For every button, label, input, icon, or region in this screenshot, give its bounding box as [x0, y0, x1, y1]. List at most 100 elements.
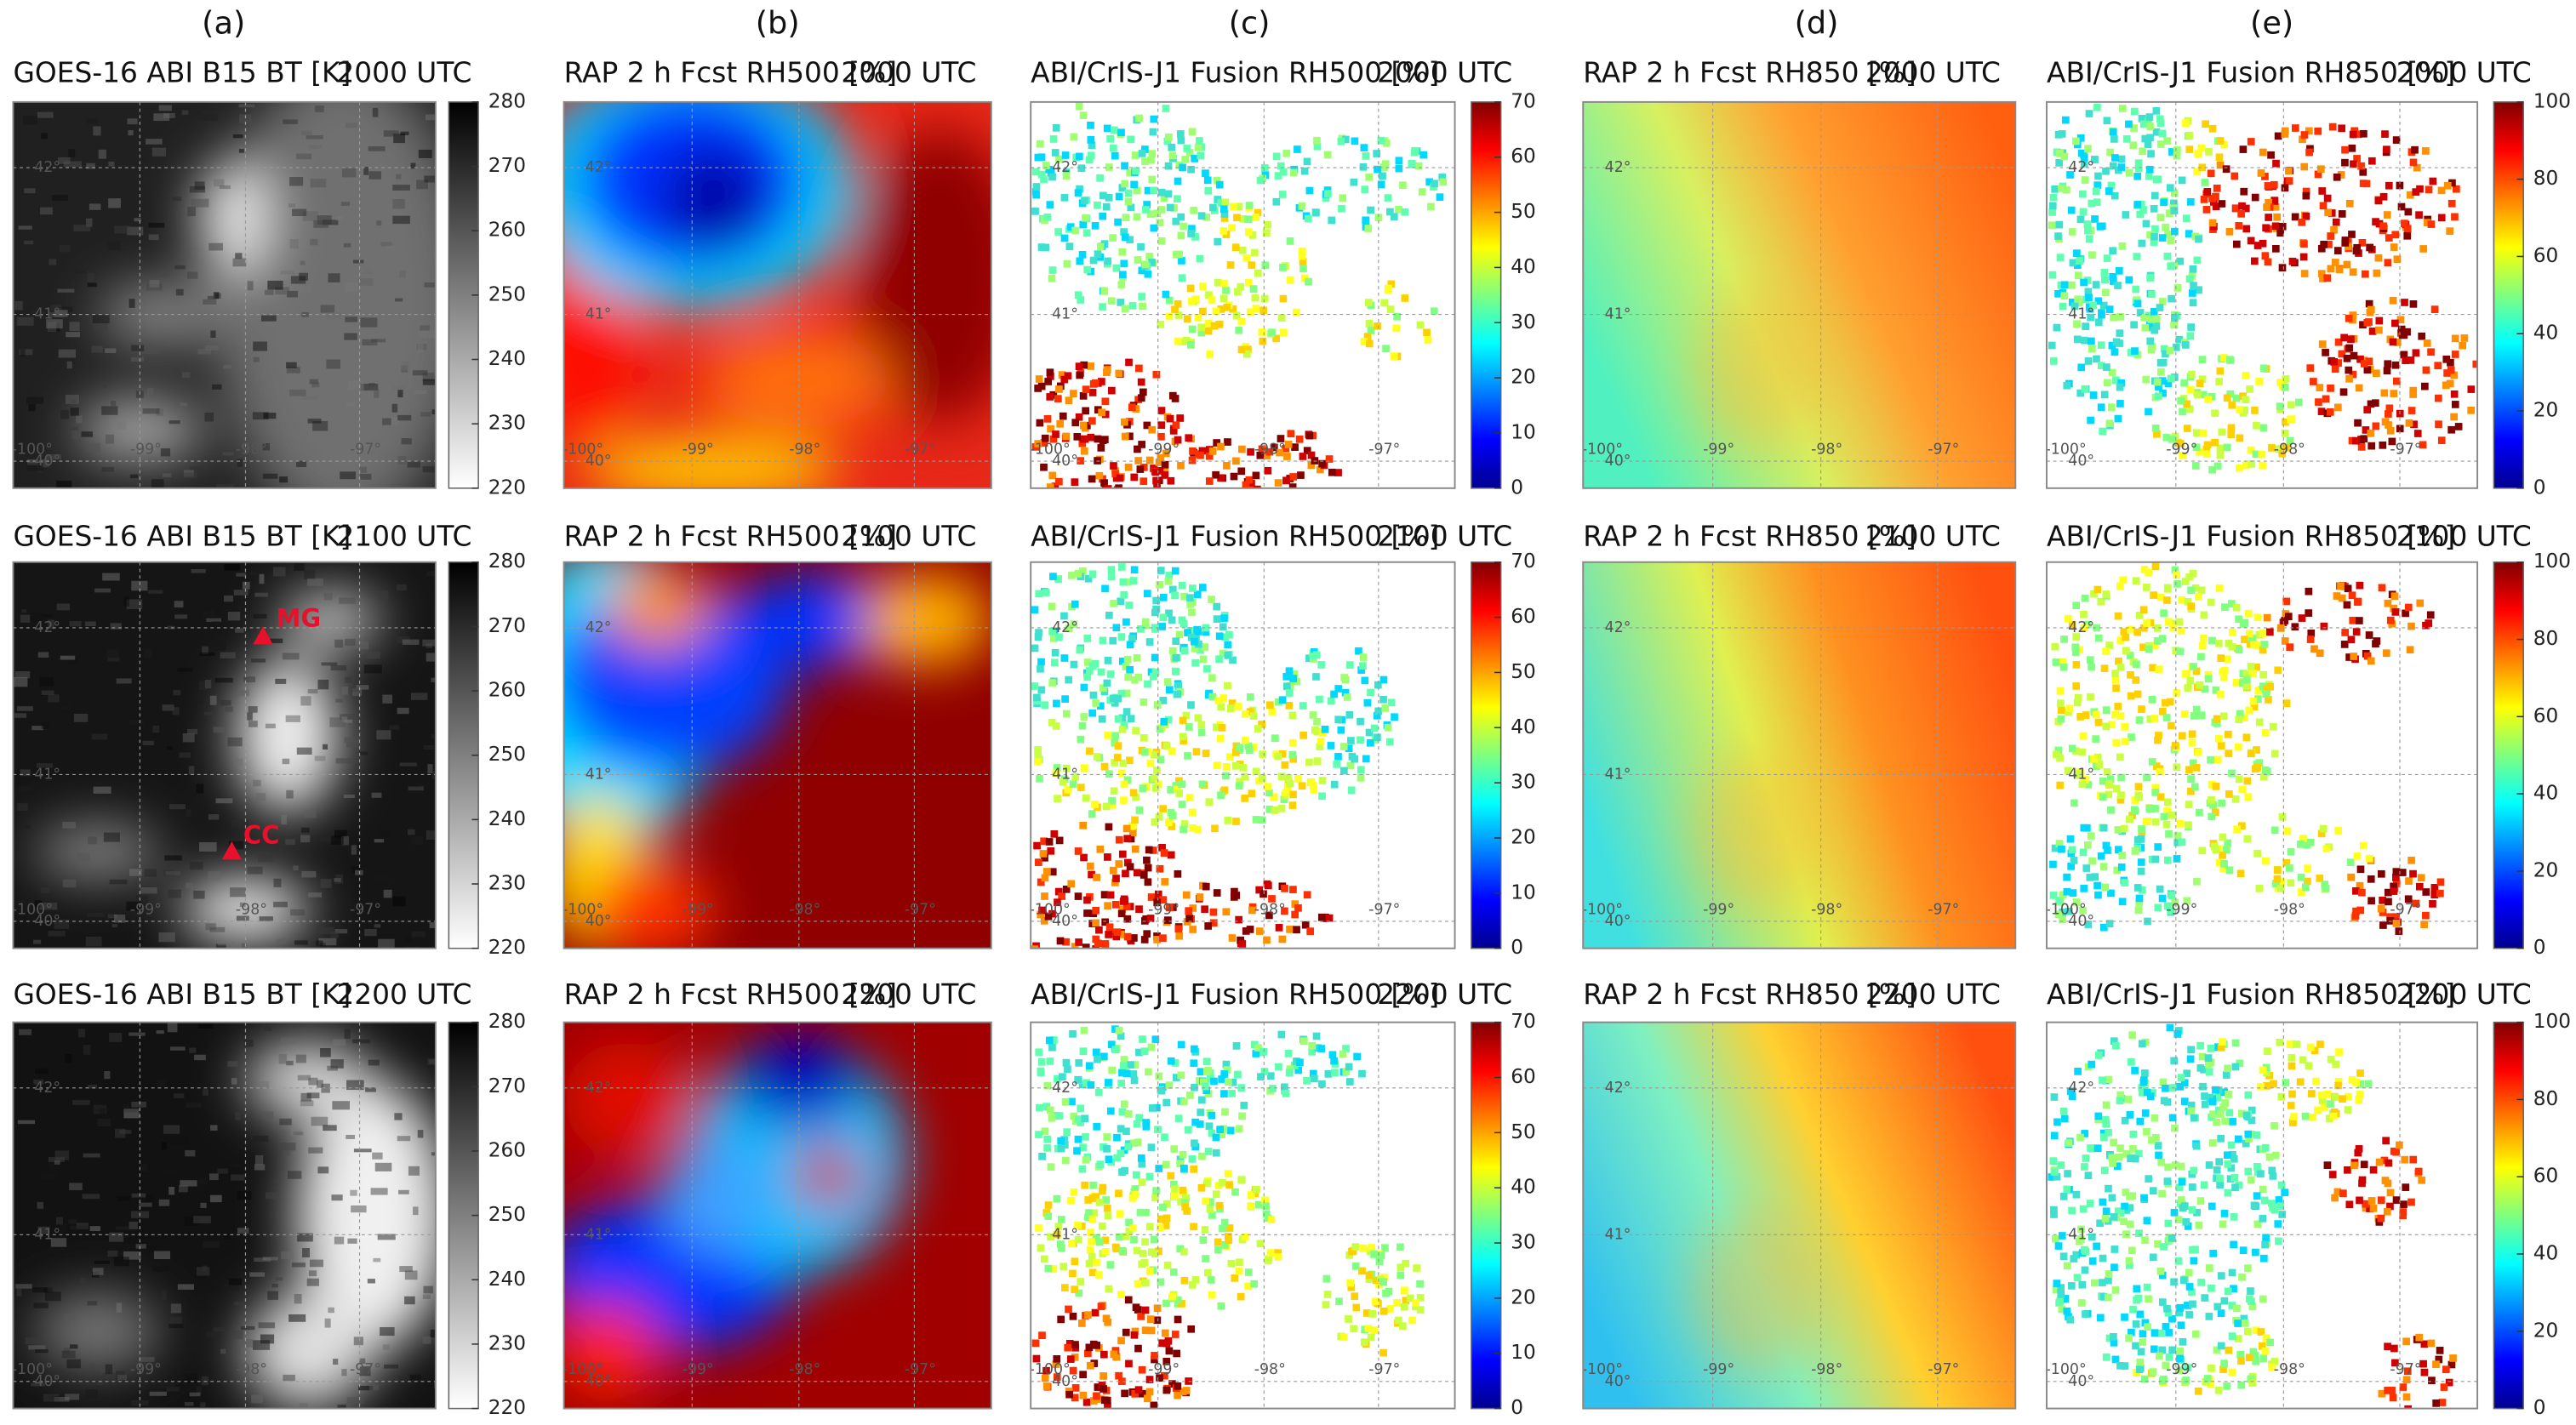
colorbar-tick-label: 270	[488, 1074, 526, 1097]
retrieval-pixel	[1047, 846, 1055, 855]
retrieval-pixel	[1104, 1211, 1112, 1220]
colorbar	[2493, 561, 2524, 949]
cloud-texture	[198, 841, 217, 852]
retrieval-pixel	[1178, 257, 1185, 265]
retrieval-pixel	[2403, 231, 2412, 240]
retrieval-pixel	[2232, 240, 2241, 248]
cloud-texture	[115, 1128, 126, 1138]
cloud-texture	[253, 1340, 271, 1350]
retrieval-pixel	[2147, 316, 2156, 323]
cloud-texture	[431, 677, 436, 682]
retrieval-pixel	[1075, 1289, 1083, 1297]
retrieval-pixel	[2352, 436, 2360, 445]
retrieval-pixel	[1137, 378, 1145, 386]
retrieval-pixel	[2447, 366, 2455, 374]
cloud-texture	[214, 179, 225, 187]
cloud-texture	[261, 374, 272, 380]
retrieval-pixel	[2198, 163, 2207, 172]
retrieval-pixel	[1115, 1233, 1123, 1241]
retrieval-pixel	[1078, 721, 1087, 730]
cloud-texture	[172, 197, 182, 202]
retrieval-pixel	[1241, 794, 1249, 802]
cloud-texture	[85, 936, 102, 947]
retrieval-pixel	[2170, 189, 2179, 197]
retrieval-pixel	[1257, 1073, 1265, 1081]
retrieval-pixel	[1238, 940, 1247, 948]
cloud-texture	[86, 442, 100, 453]
retrieval-pixel	[1425, 178, 1434, 186]
retrieval-pixel	[1136, 1208, 1145, 1217]
retrieval-pixel	[2097, 362, 2105, 369]
lat-label: 42°	[585, 159, 612, 176]
retrieval-pixel	[2349, 311, 2357, 319]
retrieval-pixel	[1157, 453, 1165, 462]
retrieval-pixel	[2378, 1389, 2386, 1398]
retrieval-pixel	[1204, 1148, 1213, 1155]
retrieval-pixel	[1245, 278, 1253, 287]
retrieval-pixel	[2242, 675, 2251, 684]
retrieval-pixel	[1198, 584, 1207, 591]
colorbar-tick-label: 280	[488, 1010, 526, 1033]
field-blob	[1690, 1210, 1822, 1375]
retrieval-pixel	[2317, 165, 2325, 174]
colorbar-tick-label: 260	[488, 219, 526, 242]
retrieval-pixel	[2358, 888, 2366, 897]
cloud-texture	[41, 133, 48, 140]
retrieval-pixel	[2244, 1167, 2253, 1176]
cloud-texture	[196, 784, 204, 794]
retrieval-pixel	[1033, 758, 1042, 766]
retrieval-pixel	[1128, 403, 1136, 412]
retrieval-pixel	[1133, 186, 1141, 195]
retrieval-pixel	[1282, 789, 1290, 797]
retrieval-pixel	[2382, 649, 2390, 658]
retrieval-pixel	[1126, 168, 1134, 177]
retrieval-pixel	[1115, 192, 1123, 201]
retrieval-pixel	[1131, 1390, 1139, 1398]
retrieval-pixel	[2125, 1334, 2133, 1342]
retrieval-pixel	[2281, 429, 2289, 437]
retrieval-pixel	[2103, 254, 2111, 262]
cloud-texture	[114, 225, 131, 234]
retrieval-pixel	[2317, 270, 2326, 278]
retrieval-pixel	[2368, 897, 2375, 905]
retrieval-pixel	[1218, 1075, 1225, 1083]
cloud-texture	[164, 855, 182, 861]
retrieval-pixel	[2252, 1248, 2259, 1257]
retrieval-pixel	[1052, 123, 1060, 132]
retrieval-pixel	[2220, 140, 2229, 149]
retrieval-pixel	[1402, 1297, 1410, 1305]
cloud-texture	[52, 172, 59, 178]
field-blob	[1690, 290, 1822, 455]
retrieval-pixel	[2250, 257, 2259, 265]
retrieval-pixel	[1115, 860, 1123, 868]
retrieval-pixel	[2219, 1103, 2227, 1111]
retrieval-pixel	[2215, 584, 2224, 592]
retrieval-pixel	[1317, 913, 1326, 921]
retrieval-pixel	[1054, 1223, 1063, 1231]
retrieval-pixel	[2351, 912, 2360, 920]
cloud-texture	[301, 827, 310, 833]
retrieval-pixel	[2434, 362, 2442, 370]
retrieval-pixel	[1086, 1361, 1094, 1370]
retrieval-pixel	[2354, 130, 2362, 139]
retrieval-pixel	[2067, 863, 2075, 870]
retrieval-pixel	[1286, 276, 1294, 284]
retrieval-pixel	[1159, 934, 1167, 943]
retrieval-pixel	[1089, 256, 1098, 265]
retrieval-pixel	[1050, 830, 1059, 838]
retrieval-pixel	[2169, 619, 2178, 628]
retrieval-pixel	[2056, 1297, 2064, 1306]
retrieval-pixel	[1338, 204, 1345, 213]
retrieval-pixel	[1335, 1297, 1343, 1306]
retrieval-pixel	[2093, 355, 2100, 363]
cloud-texture	[187, 728, 197, 735]
retrieval-pixel	[1317, 738, 1325, 745]
retrieval-pixel	[1137, 1313, 1145, 1320]
retrieval-pixel	[2286, 864, 2293, 872]
retrieval-pixel	[1270, 443, 1278, 452]
retrieval-pixel	[2147, 150, 2155, 158]
retrieval-pixel	[1312, 1032, 1321, 1040]
retrieval-pixel	[1076, 185, 1083, 193]
retrieval-pixel	[1248, 261, 1256, 269]
retrieval-pixel	[1244, 345, 1252, 354]
